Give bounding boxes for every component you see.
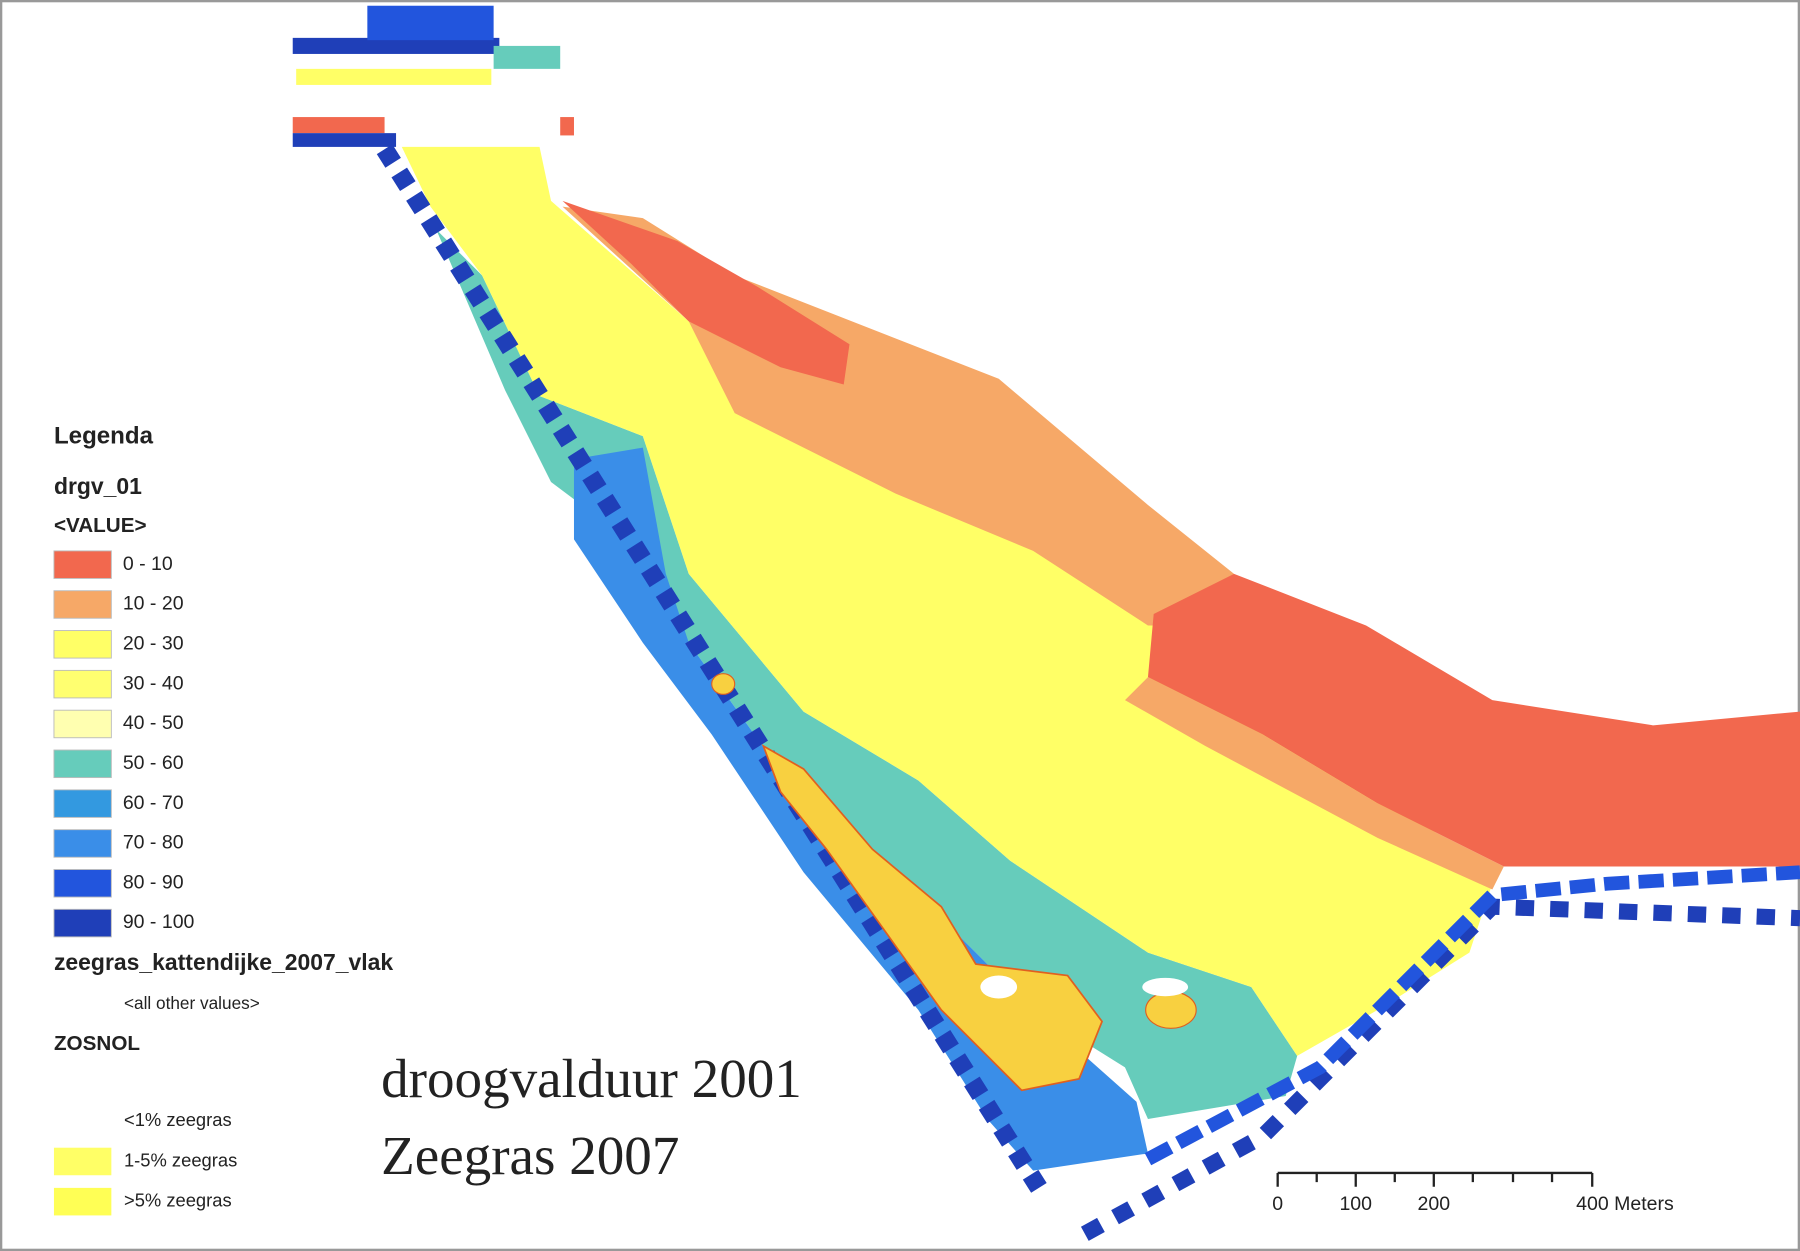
field-name: <VALUE>: [54, 514, 147, 537]
cell-block: [560, 117, 574, 136]
cell-block: [292, 133, 397, 147]
layer-name: zeegras_kattendijke_2007_vlak: [54, 949, 393, 975]
legend-title: Legenda: [54, 423, 154, 450]
cell-block: [292, 117, 385, 134]
scale-bar: 0 100 200 400 Meters: [1272, 1171, 1674, 1215]
legend-swatch: [53, 908, 112, 938]
legend-label: >5% zeegras: [124, 1189, 232, 1210]
legend-label: 10 - 20: [123, 593, 184, 615]
edge-cells: [376, 144, 1047, 1193]
zone-orange: [1125, 677, 1504, 890]
legend-swatch: [53, 1147, 112, 1176]
legend-swatch: [53, 630, 112, 659]
legend-swatch: [53, 1107, 112, 1136]
legend-swatch: [53, 869, 112, 898]
scale-ticks: [1276, 1172, 1594, 1187]
legend-swatch: [53, 789, 112, 818]
legend-swatch: [53, 829, 112, 858]
bare-area: [980, 975, 1018, 999]
map-title: Zeegras 2007: [381, 1125, 679, 1186]
cell-block: [296, 68, 492, 85]
zone-red: [562, 200, 850, 385]
layer-name: drgv_01: [54, 473, 142, 499]
legend-label: 70 - 80: [123, 832, 184, 854]
legend-label: 20 - 30: [123, 632, 184, 654]
legend-swatch: [53, 709, 112, 739]
cell-block: [493, 45, 561, 69]
scale-label: 100: [1339, 1193, 1372, 1215]
scale-label: 400 Meters: [1576, 1193, 1674, 1215]
legend-label: 30 - 40: [123, 672, 184, 694]
legend-label: 1-5% zeegras: [124, 1149, 237, 1170]
legend-label: <1% zeegras: [124, 1109, 232, 1130]
other-values: <all other values>: [124, 993, 260, 1013]
legend-label: 0 - 10: [123, 553, 173, 575]
raster: [292, 5, 1800, 1241]
seagrass-patch: [1145, 991, 1197, 1029]
bare-area: [1142, 977, 1189, 997]
legend-label: 40 - 50: [123, 712, 184, 734]
legend-swatch: [53, 590, 112, 619]
legend-swatch: [53, 1187, 112, 1216]
zone-yellow: [401, 146, 1493, 1056]
legend: Legenda drgv_01 <VALUE> zeegras_kattendi…: [53, 423, 393, 1216]
legend-label: 60 - 70: [123, 792, 184, 814]
legend-swatch: [53, 749, 112, 779]
map-title: droogvalduur 2001: [381, 1048, 802, 1109]
seagrass-patch: [761, 744, 1104, 1092]
legend-label: 50 - 60: [123, 752, 184, 774]
field-name: ZOSNOL: [54, 1032, 140, 1055]
legend-swatch: [53, 550, 112, 579]
cell-block: [367, 5, 494, 41]
seagrass-patch: [711, 673, 736, 695]
scale-label: 200: [1418, 1193, 1451, 1215]
zone-teal: [436, 229, 1298, 1120]
legend-swatch: [53, 669, 112, 699]
scale-label: 0: [1272, 1193, 1283, 1215]
cell-block: [292, 37, 500, 54]
zone-red: [1147, 573, 1800, 867]
legend-label: 80 - 90: [123, 871, 184, 893]
legend-label: 90 - 100: [123, 911, 195, 933]
